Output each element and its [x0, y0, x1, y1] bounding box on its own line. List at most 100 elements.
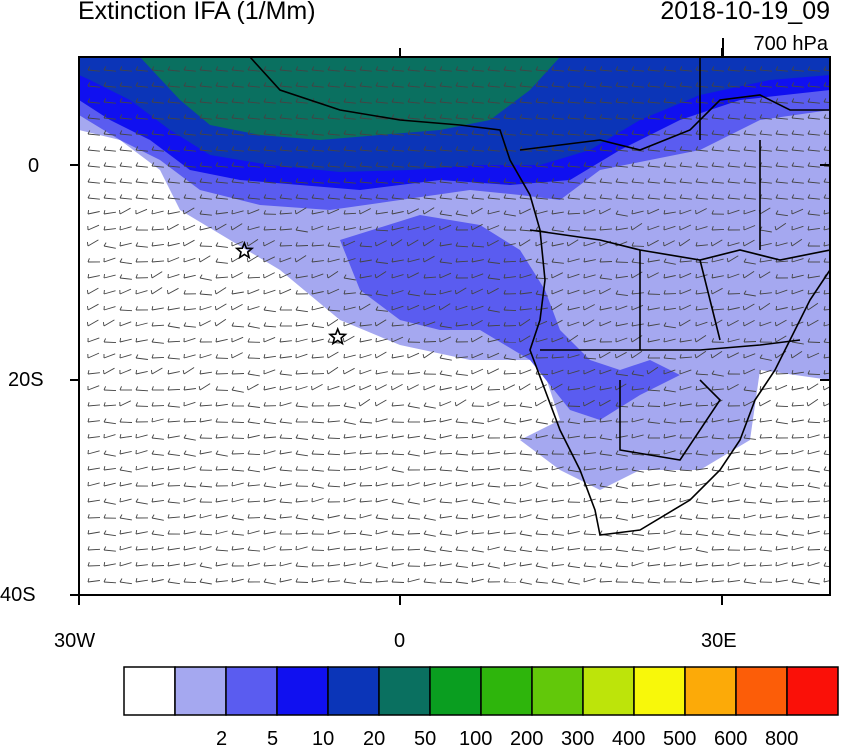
wind-barb-feather [344, 306, 345, 310]
colorbar-label: 300 [561, 728, 594, 751]
wind-barb-feather [520, 418, 521, 422]
y-label-20s: 20S [8, 369, 44, 392]
wind-barb-feather [568, 306, 569, 310]
wind-barb-feather [136, 370, 137, 374]
wind-barb-feather [632, 514, 633, 518]
wind-barb [600, 262, 612, 263]
wind-barb [680, 582, 692, 583]
aerosol-field [79, 57, 830, 595]
wind-barb-feather [616, 354, 617, 358]
wind-barb-feather [472, 322, 473, 326]
wind-barb-feather [743, 306, 744, 310]
wind-barb-feather [679, 322, 680, 326]
wind-barb-feather [600, 306, 601, 310]
wind-barb-feather [232, 498, 233, 502]
wind-barb [744, 469, 756, 470]
wind-barb-feather [632, 210, 633, 214]
wind-barb [376, 454, 388, 455]
wind-barb [568, 406, 580, 407]
wind-barb [456, 437, 468, 438]
wind-barb-feather [184, 242, 185, 246]
colorbar-label: 10 [312, 728, 334, 751]
wind-barb-feather [168, 242, 169, 246]
wind-barb-feather [824, 386, 825, 390]
wind-barb-feather [232, 306, 233, 310]
wind-barb-feather [664, 338, 665, 342]
wind-barb-feather [151, 370, 152, 374]
wind-barb [632, 406, 644, 407]
wind-barb-feather [344, 370, 345, 374]
wind-barb [472, 470, 484, 471]
wind-barb [488, 389, 500, 390]
wind-barb [536, 374, 548, 375]
wind-barb [552, 518, 564, 519]
colorbar-swatch [379, 667, 430, 715]
colorbar-swatch [685, 667, 736, 715]
wind-barb [808, 550, 820, 551]
wind-barb-feather [87, 290, 88, 294]
wind-barb-feather [824, 498, 825, 502]
colorbar-swatch [124, 667, 175, 715]
wind-barb-feather [87, 242, 88, 246]
wind-barb [808, 374, 820, 375]
wind-barb-feather [775, 338, 776, 342]
wind-barb-feather [551, 386, 552, 390]
colorbar-label: 100 [459, 728, 492, 751]
wind-barb-feather [776, 466, 777, 470]
wind-barb-feather [232, 482, 233, 486]
wind-barb [344, 533, 356, 534]
wind-barb-feather [216, 338, 217, 342]
wind-barb-feather [120, 498, 121, 502]
wind-barb-feather [136, 466, 137, 470]
wind-barb-feather [440, 386, 441, 390]
wind-barb-feather [712, 258, 713, 262]
wind-barb-feather [200, 226, 201, 230]
wind-barb-feather [120, 338, 121, 342]
wind-barb-feather [296, 338, 297, 342]
wind-barb-feather [375, 402, 376, 406]
wind-barb-feather [824, 210, 825, 214]
wind-barb-feather [344, 354, 345, 358]
wind-barb [648, 406, 660, 407]
wind-barb [776, 454, 788, 455]
wind-barb [744, 342, 756, 343]
wind-barb-feather [728, 338, 729, 342]
wind-barb-feather [456, 530, 457, 534]
wind-barb-feather [711, 402, 712, 406]
wind-barb-feather [200, 514, 201, 518]
wind-barb-feather [327, 354, 328, 358]
wind-barb-feather [711, 242, 712, 246]
wind-barb [248, 454, 260, 455]
y-label-40s: 40S [0, 584, 36, 607]
wind-barb [152, 357, 164, 358]
wind-barb-feather [760, 402, 761, 406]
wind-barb-feather [343, 338, 344, 342]
wind-barb-feather [375, 354, 376, 358]
wind-barb [360, 486, 372, 487]
wind-barb [296, 582, 308, 583]
wind-barb [392, 518, 404, 519]
wind-barb-feather [104, 274, 105, 278]
wind-barb-feather [440, 434, 441, 438]
wind-barb [104, 342, 116, 343]
wind-barb-feather [472, 578, 473, 582]
wind-barb-feather [808, 450, 809, 454]
wind-barb-feather [568, 530, 569, 534]
wind-barb-feather [264, 498, 265, 502]
wind-barb-feather [600, 466, 601, 470]
wind-barb-feather [599, 354, 600, 358]
wind-barb-feather [824, 578, 825, 582]
wind-barb-feather [215, 226, 216, 230]
wind-barb [232, 422, 244, 423]
x-label-0: 0 [394, 630, 405, 653]
colorbar-label: 600 [714, 728, 747, 751]
wind-barb-feather [168, 290, 169, 294]
wind-barb [776, 406, 788, 407]
wind-barb-feather [264, 386, 265, 390]
wind-barb [104, 390, 116, 391]
wind-barb [312, 454, 324, 455]
wind-barb-feather [120, 450, 121, 454]
wind-barb-feather [328, 514, 329, 518]
wind-barb-feather [152, 418, 153, 422]
colorbar-swatch [328, 667, 379, 715]
